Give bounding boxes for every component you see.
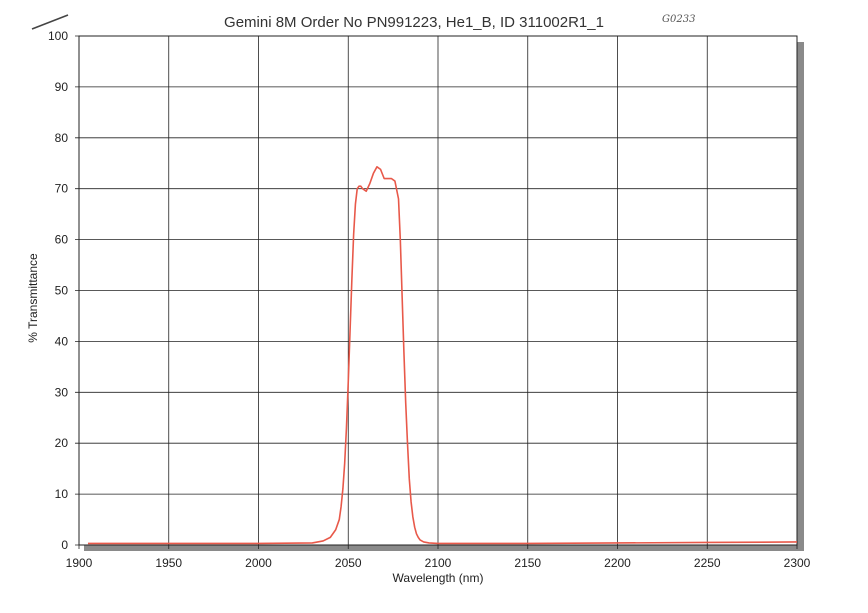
x-tick-label: 2300 xyxy=(784,556,811,570)
y-gridlines xyxy=(75,35,797,546)
y-tick-label: 90 xyxy=(55,80,69,94)
y-tick-label: 70 xyxy=(55,182,69,196)
chart-title: Gemini 8M Order No PN991223, He1_B, ID 3… xyxy=(224,14,604,31)
y-tick-label: 80 xyxy=(55,131,69,145)
y-tick-label: 30 xyxy=(55,385,69,399)
x-tick-label: 1950 xyxy=(155,556,182,570)
y-tick-label: 50 xyxy=(55,284,69,298)
handwritten-note: G0233 xyxy=(662,14,695,25)
plot-shadow-right xyxy=(797,42,804,551)
y-tick-label: 20 xyxy=(55,436,69,450)
y-tick-label: 10 xyxy=(55,487,69,501)
x-tick-label: 2000 xyxy=(245,556,272,570)
x-tick-label: 2050 xyxy=(335,556,362,570)
plot-shadow-bottom xyxy=(84,545,804,551)
y-tick-label: 40 xyxy=(55,334,69,348)
x-tick-label: 2250 xyxy=(694,556,721,570)
x-tick-label: 2200 xyxy=(604,556,631,570)
transmittance-line xyxy=(87,166,798,545)
pen-mark xyxy=(31,14,69,30)
x-gridlines xyxy=(78,36,798,549)
x-tick-labels: 1900 1950 2000 2050 2100 2150 2200 2250 2300 xyxy=(66,556,811,570)
x-tick-label: 1900 xyxy=(66,556,93,570)
y-tick-label: 100 xyxy=(48,29,68,43)
y-tick-label: 0 xyxy=(61,538,68,552)
x-tick-label: 2150 xyxy=(514,556,541,570)
x-tick-label: 2100 xyxy=(425,556,452,570)
y-axis-label: % Transmittance xyxy=(26,253,40,343)
y-tick-labels: 0 10 20 30 40 50 60 70 80 90 100 xyxy=(48,29,68,552)
y-tick-label: 60 xyxy=(55,233,69,247)
x-axis-label: Wavelength (nm) xyxy=(393,571,484,585)
